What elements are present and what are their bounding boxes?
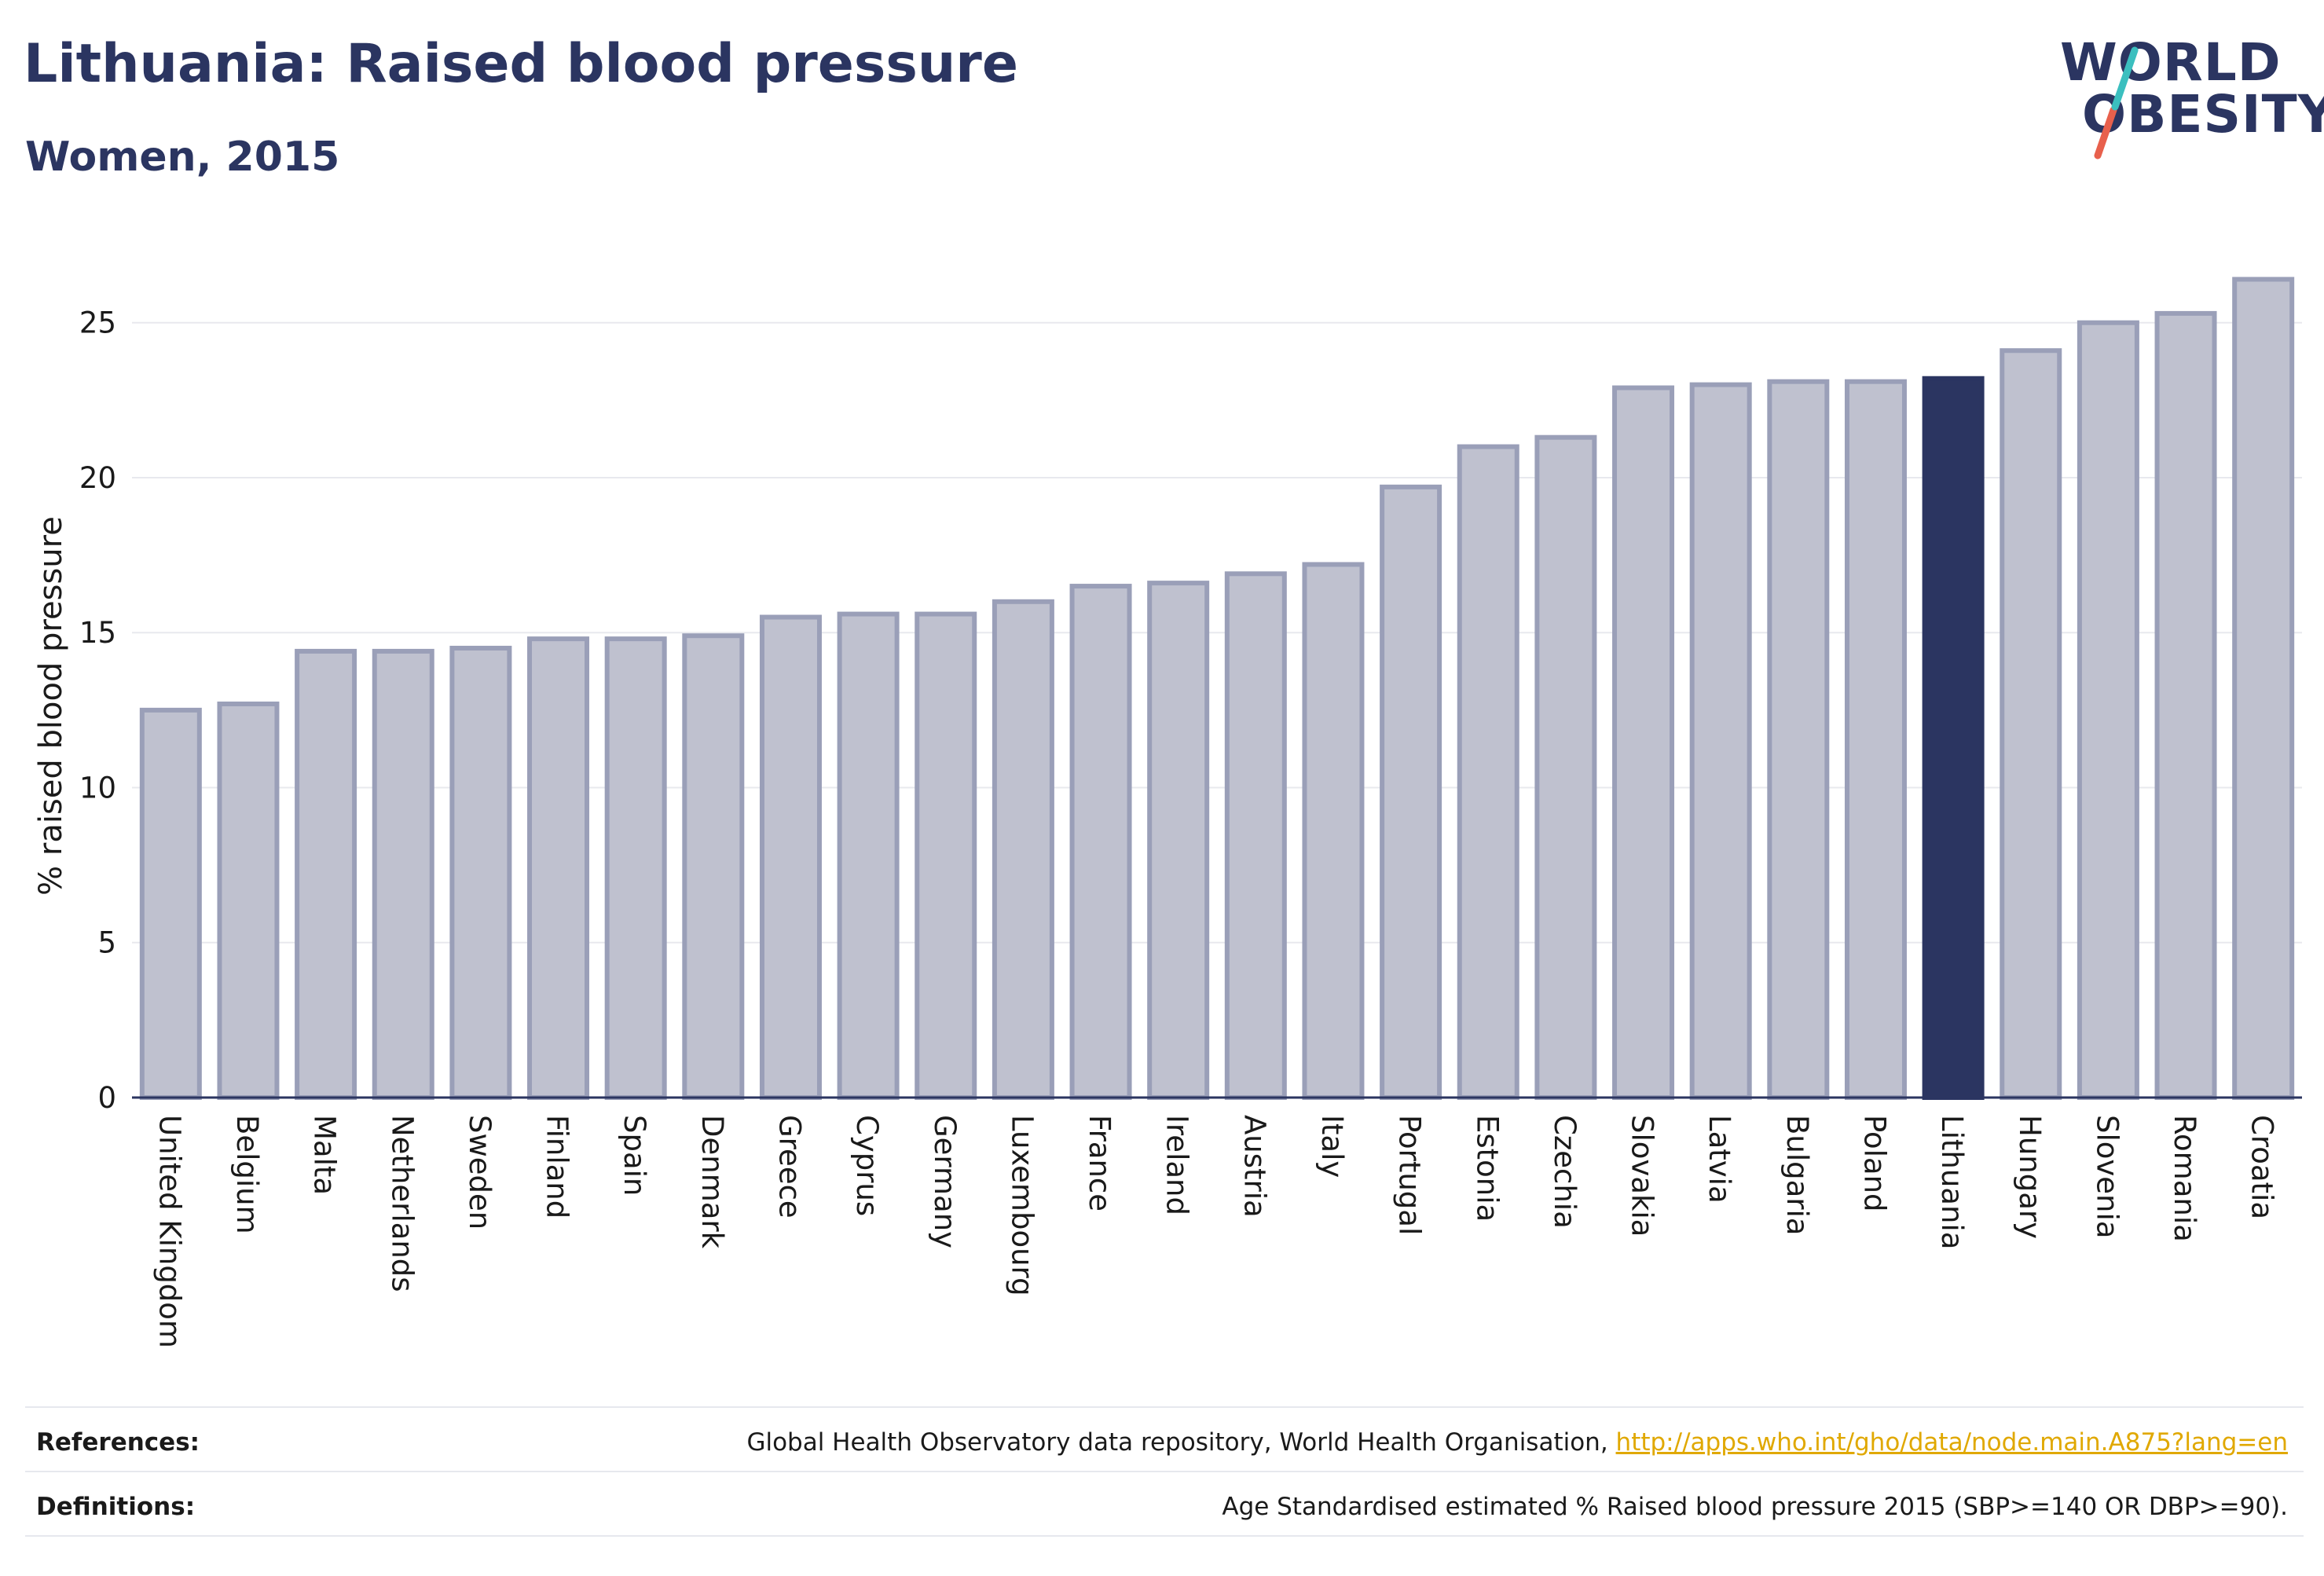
footer-divider-bottom (25, 1535, 2304, 1537)
bar-portugal[interactable] (1380, 484, 1442, 1101)
bar-austria[interactable] (1224, 571, 1287, 1100)
y-tick-label: 0 (97, 1081, 116, 1115)
bar-estonia[interactable] (1457, 444, 1519, 1100)
x-tick-label: France (1083, 1115, 1116, 1211)
x-tick-label: Sweden (463, 1115, 497, 1230)
world-obesity-logo: WORLD OBESITY (2051, 31, 2324, 165)
references-text: Global Health Observatory data repositor… (746, 1428, 2288, 1457)
bar-chart: 0 5 10 15 20 25 United Kingdom Belgium Malta Net… (33, 277, 2302, 1348)
y-tick-labels: 0 5 10 15 20 25 (79, 306, 116, 1115)
x-tick-label: United Kingdom (152, 1115, 186, 1348)
bar-france[interactable] (1069, 584, 1132, 1101)
x-tick-label: Malta (308, 1115, 342, 1195)
x-tick-label: Belgium (230, 1115, 264, 1234)
y-tick-label: 25 (79, 306, 116, 340)
bar-hungary[interactable] (2000, 348, 2062, 1100)
bar-bulgaria[interactable] (1767, 379, 1830, 1100)
bar-sweden[interactable] (449, 645, 512, 1100)
x-tick-label: Greece (772, 1115, 806, 1219)
bar-spain[interactable] (604, 636, 667, 1100)
x-tick-label: Austria (1237, 1115, 1271, 1218)
bar-slovakia[interactable] (1612, 385, 1675, 1101)
bar-slovenia[interactable] (2077, 320, 2139, 1100)
logo-line-1: WORLD (2060, 32, 2282, 93)
bar-netherlands[interactable] (372, 648, 434, 1100)
y-tick-label: 10 (79, 771, 116, 804)
x-tick-label: Slovenia (2090, 1115, 2124, 1238)
x-tick-label: Portugal (1393, 1115, 1427, 1235)
x-tick-label: Estonia (1470, 1115, 1504, 1222)
references-link[interactable]: http://apps.who.int/gho/data/node.main.A… (1615, 1428, 2288, 1457)
references-label: References: (36, 1428, 200, 1457)
footer-divider-middle (25, 1471, 2304, 1472)
bar-malta[interactable] (295, 648, 357, 1100)
bar-germany[interactable] (915, 611, 977, 1101)
x-tick-label: Slovakia (1626, 1115, 1659, 1237)
x-tick-label: Croatia (2245, 1115, 2279, 1219)
x-tick-label: Finland (541, 1115, 574, 1219)
x-tick-label: Netherlands (385, 1115, 419, 1292)
x-tick-label: Czechia (1548, 1115, 1582, 1229)
x-tick-label: Poland (1857, 1115, 1891, 1212)
bar-luxembourg[interactable] (992, 599, 1054, 1100)
bar-belgium[interactable] (217, 701, 280, 1100)
x-tick-labels: United Kingdom Belgium Malta Netherlands Swe… (152, 1115, 2278, 1348)
bar-latvia[interactable] (1689, 382, 1752, 1100)
bar-lithuania[interactable] (1922, 376, 1985, 1100)
bar-cyprus[interactable] (837, 611, 900, 1101)
x-tick-label: Italy (1315, 1115, 1349, 1178)
chart-title: Lithuania: Raised blood pressure (24, 33, 1018, 95)
logo-slash-icon (2094, 46, 2139, 159)
bar-denmark[interactable] (682, 633, 745, 1100)
x-tick-label: Ireland (1160, 1115, 1194, 1215)
y-tick-label: 20 (79, 461, 116, 495)
footer-divider-top (25, 1406, 2304, 1408)
x-tick-label: Latvia (1703, 1115, 1736, 1204)
x-tick-label: Lithuania (1935, 1115, 1969, 1249)
references-source: Global Health Observatory data repositor… (746, 1428, 1616, 1457)
bar-croatia[interactable] (2232, 277, 2295, 1100)
bar-ireland[interactable] (1147, 581, 1210, 1101)
bars (139, 277, 2295, 1101)
bar-italy[interactable] (1302, 562, 1365, 1100)
x-tick-label: Hungary (2013, 1115, 2047, 1239)
bar-finland[interactable] (527, 636, 590, 1100)
x-tick-label: Luxembourg (1005, 1115, 1039, 1296)
definitions-text: Age Standardised estimated % Raised bloo… (1222, 1493, 2288, 1521)
x-tick-label: Romania (2168, 1115, 2201, 1242)
y-tick-label: 5 (97, 926, 116, 960)
x-tick-label: Spain (618, 1115, 651, 1196)
x-tick-label: Cyprus (850, 1115, 884, 1216)
x-tick-label: Germany (928, 1115, 962, 1248)
definitions-label: Definitions: (36, 1493, 196, 1521)
x-tick-label: Denmark (695, 1115, 729, 1249)
bar-united-kingdom[interactable] (139, 707, 202, 1100)
chart-subtitle: Women, 2015 (25, 134, 340, 181)
bar-poland[interactable] (1844, 379, 1907, 1100)
bar-czechia[interactable] (1534, 434, 1597, 1100)
bar-romania[interactable] (2154, 310, 2217, 1100)
y-axis-label: % raised blood pressure (33, 516, 69, 896)
x-tick-label: Bulgaria (1780, 1115, 1814, 1235)
y-tick-label: 15 (79, 616, 116, 650)
bar-greece[interactable] (759, 614, 822, 1100)
